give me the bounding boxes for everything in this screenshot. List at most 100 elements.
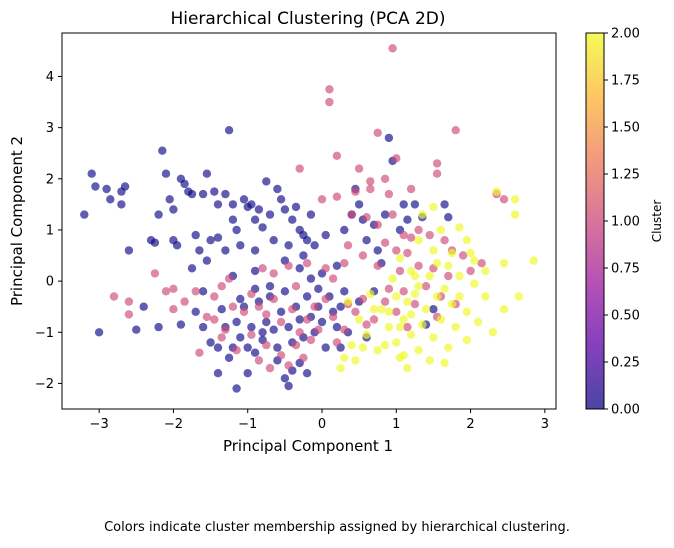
data-point-cluster-1 — [332, 192, 342, 201]
data-point-cluster-0 — [236, 294, 245, 304]
data-point-cluster-0 — [165, 195, 174, 204]
data-point-cluster-2 — [451, 322, 460, 332]
data-point-cluster-2 — [384, 322, 394, 332]
data-point-cluster-1 — [392, 246, 401, 255]
data-point-cluster-0 — [336, 302, 345, 311]
data-point-cluster-1 — [392, 154, 401, 163]
data-point-cluster-2 — [406, 310, 416, 319]
data-point-cluster-1 — [421, 282, 431, 291]
data-point-cluster-2 — [444, 261, 453, 270]
data-point-cluster-1 — [284, 261, 293, 270]
data-point-cluster-1 — [202, 312, 212, 322]
data-point-cluster-2 — [455, 223, 464, 232]
colorbar-tick-label: 2.00 — [611, 27, 640, 42]
data-point-cluster-2 — [392, 338, 401, 347]
data-point-cluster-0 — [373, 246, 382, 255]
data-point-cluster-1 — [369, 315, 379, 324]
data-point-cluster-1 — [425, 230, 434, 240]
data-point-cluster-1 — [314, 325, 323, 334]
data-point-cluster-0 — [340, 287, 349, 296]
data-point-cluster-2 — [425, 356, 434, 365]
data-point-cluster-0 — [224, 353, 234, 362]
data-point-cluster-0 — [243, 369, 252, 378]
data-point-cluster-2 — [414, 282, 423, 291]
data-point-cluster-0 — [206, 338, 215, 347]
data-point-cluster-2 — [399, 315, 408, 324]
y-tick-label: 0 — [46, 275, 54, 290]
data-point-cluster-1 — [451, 126, 460, 135]
data-point-cluster-1 — [295, 164, 304, 173]
data-point-cluster-0 — [232, 384, 241, 393]
colorbar-tick-label: 1.25 — [611, 168, 640, 183]
data-point-cluster-2 — [347, 340, 356, 350]
data-point-cluster-1 — [380, 297, 390, 306]
data-point-cluster-1 — [358, 294, 368, 304]
data-point-cluster-0 — [202, 256, 212, 265]
data-point-cluster-0 — [306, 274, 316, 283]
data-point-cluster-1 — [380, 174, 390, 183]
plot-frame — [61, 32, 557, 410]
data-point-cluster-1 — [388, 44, 397, 53]
data-point-cluster-0 — [195, 246, 204, 255]
data-point-cluster-2 — [414, 346, 423, 355]
data-point-cluster-0 — [250, 246, 260, 255]
data-point-cluster-1 — [373, 220, 382, 229]
data-point-cluster-0 — [124, 246, 134, 255]
data-point-cluster-0 — [224, 126, 234, 135]
colorbar-tick-label: 0.75 — [611, 262, 640, 277]
data-point-cluster-1 — [109, 292, 119, 301]
data-point-cluster-0 — [80, 210, 89, 219]
y-ticks: −2 −1 0 1 2 3 4 — [35, 70, 62, 392]
data-point-cluster-1 — [310, 302, 319, 311]
data-point-cluster-0 — [384, 133, 394, 143]
data-point-cluster-0 — [106, 195, 115, 204]
data-point-cluster-1 — [295, 328, 304, 337]
data-point-cluster-0 — [340, 225, 349, 235]
x-tick-label: −3 — [90, 417, 109, 432]
data-point-cluster-2 — [410, 289, 420, 299]
data-point-cluster-1 — [191, 287, 200, 296]
data-point-cluster-0 — [232, 317, 241, 327]
data-point-cluster-1 — [254, 356, 264, 365]
data-point-cluster-2 — [425, 271, 434, 281]
data-point-cluster-2 — [388, 274, 397, 283]
y-tick-label: 3 — [46, 121, 54, 136]
data-point-cluster-0 — [154, 210, 163, 219]
data-point-cluster-1 — [444, 271, 453, 281]
data-point-cluster-0 — [213, 233, 223, 242]
y-tick-label: −2 — [35, 377, 54, 392]
data-point-cluster-2 — [462, 335, 472, 345]
y-tick-label: 1 — [46, 223, 54, 238]
data-point-cluster-0 — [102, 184, 111, 194]
data-point-cluster-2 — [436, 315, 446, 324]
data-point-cluster-0 — [295, 264, 304, 273]
data-point-cluster-0 — [87, 169, 96, 178]
data-point-cluster-0 — [239, 195, 249, 204]
data-point-cluster-2 — [514, 292, 524, 301]
data-point-cluster-2 — [366, 289, 375, 299]
data-point-cluster-0 — [265, 210, 275, 219]
colorbar-label: Cluster — [650, 200, 664, 243]
data-point-cluster-1 — [373, 128, 382, 137]
data-point-cluster-0 — [410, 200, 420, 209]
data-point-cluster-1 — [440, 236, 449, 245]
data-point-cluster-0 — [180, 179, 189, 189]
data-point-cluster-2 — [510, 210, 520, 219]
data-point-cluster-0 — [291, 202, 301, 212]
data-point-cluster-2 — [418, 320, 427, 329]
data-point-cluster-0 — [206, 236, 215, 245]
data-point-cluster-1 — [343, 241, 353, 250]
data-point-cluster-0 — [154, 322, 163, 332]
data-point-cluster-1 — [458, 251, 468, 260]
data-point-cluster-1 — [325, 85, 334, 94]
data-point-cluster-0 — [258, 328, 267, 337]
data-point-cluster-1 — [410, 299, 420, 309]
data-point-cluster-0 — [321, 343, 330, 352]
data-point-cluster-0 — [317, 317, 327, 327]
data-point-cluster-1 — [499, 195, 509, 204]
data-point-cluster-2 — [447, 248, 457, 258]
data-point-cluster-0 — [117, 200, 126, 209]
data-point-cluster-1 — [373, 261, 382, 270]
data-point-cluster-1 — [362, 320, 371, 329]
data-point-cluster-1 — [221, 325, 230, 334]
